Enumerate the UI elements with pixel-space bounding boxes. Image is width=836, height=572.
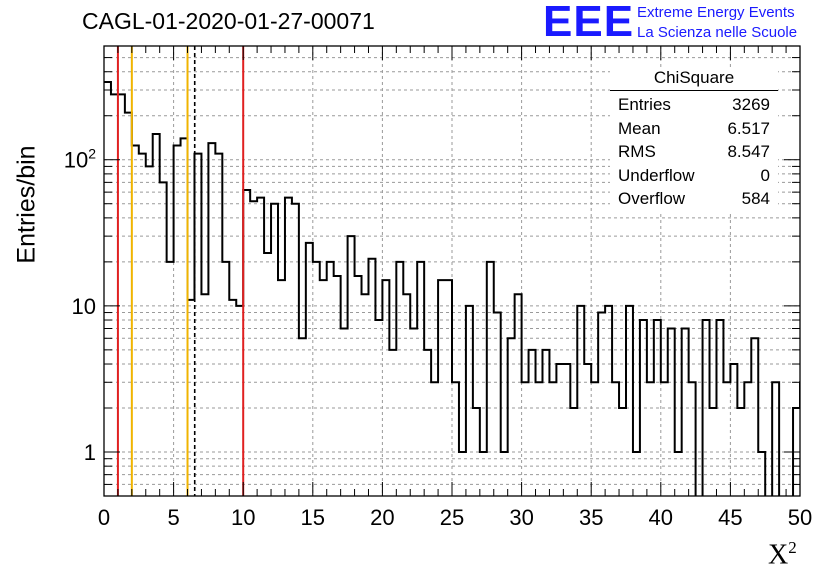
x-tick-label: 40 — [649, 505, 673, 530]
eee-logo: EEE — [543, 0, 635, 46]
y-tick-label: 102 — [64, 146, 96, 173]
x-tick-label: 50 — [788, 505, 812, 530]
histogram-line — [104, 81, 800, 496]
y-tick-label: 10 — [72, 294, 96, 319]
stats-title: ChiSquare — [610, 68, 778, 91]
stats-row-entries: Entries 3269 — [618, 95, 770, 114]
x-axis-label: X2 — [768, 538, 797, 571]
x-tick-label: 45 — [718, 505, 742, 530]
x-tick-label: 10 — [231, 505, 255, 530]
stats-row-underflow: Underflow 0 — [618, 165, 770, 185]
y-axis-label: Entries/bin — [12, 145, 41, 264]
x-tick-label: 30 — [509, 505, 533, 530]
x-tick-label: 0 — [98, 505, 110, 530]
x-tick-label: 35 — [579, 505, 603, 530]
brand-line-1: Extreme Energy Events — [637, 4, 795, 21]
stats-row-mean: Mean 6.517 — [618, 118, 770, 138]
plot-title: CAGL-01-2020-01-27-00071 — [82, 8, 375, 34]
x-tick-label: 25 — [440, 505, 464, 530]
stats-row-overflow: Overflow 584 — [618, 189, 770, 208]
brand-line-2: La Scienza nelle Scuole — [637, 24, 798, 41]
stats-row-rms: RMS 8.547 — [618, 142, 770, 161]
y-tick-label: 1 — [84, 440, 96, 465]
x-tick-label: 5 — [167, 505, 179, 530]
x-tick-label: 20 — [370, 505, 394, 530]
stats-box: ChiSquare Entries 3269 Mean 6.517 RMS 8.547… — [610, 68, 778, 211]
x-tick-label: 15 — [301, 505, 325, 530]
x-axis-label-superscript: 2 — [788, 538, 797, 557]
x-axis-label-text: X — [768, 539, 789, 571]
